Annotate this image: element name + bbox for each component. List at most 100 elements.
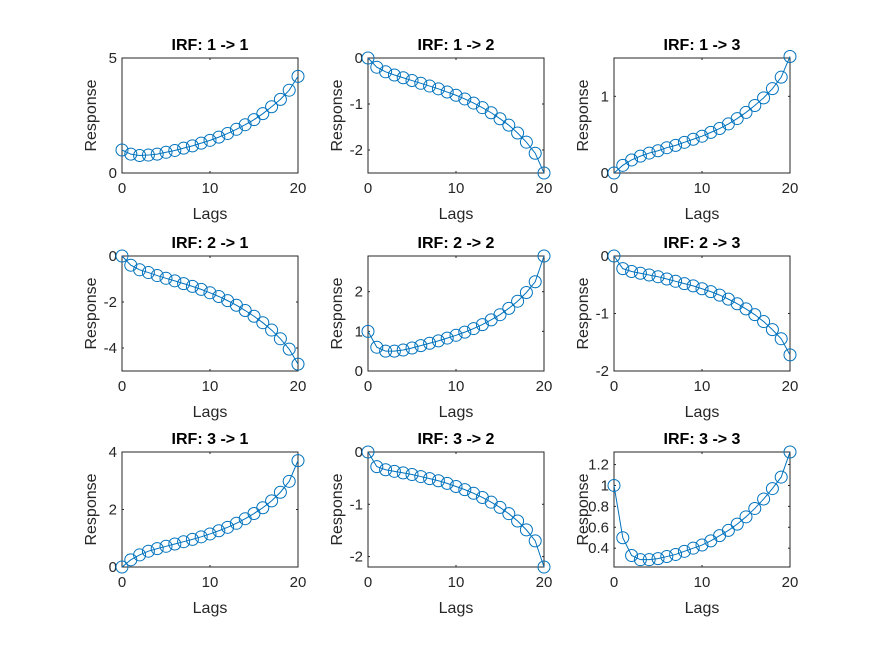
data-point [247, 113, 261, 127]
data-point [396, 71, 410, 85]
data-point [511, 126, 525, 140]
data-point [379, 463, 393, 477]
subplot-title: IRF: 2 -> 1 [172, 235, 249, 252]
y-tick-label: 0 [355, 50, 363, 67]
data-point [282, 83, 296, 97]
data-point [423, 336, 437, 350]
data-point [194, 530, 208, 544]
data-point [616, 262, 630, 276]
y-axis-label: Response [329, 277, 346, 349]
y-tick-label: 0 [109, 559, 117, 576]
x-axis-label: Lags [685, 206, 720, 223]
x-tick-label: 10 [448, 378, 465, 395]
data-point [431, 82, 445, 96]
data-point [185, 532, 199, 546]
data-point [765, 482, 779, 496]
data-point [273, 332, 287, 346]
data-point [414, 76, 428, 90]
x-axis-label: Lags [193, 206, 228, 223]
data-point [221, 520, 235, 534]
data-point [537, 166, 551, 180]
data-point [256, 107, 270, 121]
data-point [159, 145, 173, 159]
data-point [677, 135, 691, 149]
plot-area [367, 451, 545, 568]
data-point [748, 99, 762, 113]
y-axis-label: Response [329, 473, 346, 545]
x-tick-label: 20 [536, 378, 553, 395]
data-point [677, 277, 691, 291]
x-axis-label: Lags [193, 600, 228, 617]
data-point [133, 149, 147, 163]
data-point [783, 49, 797, 63]
x-tick-label: 20 [782, 574, 799, 591]
data-point [150, 147, 164, 161]
x-tick-label: 20 [290, 378, 307, 395]
data-point [739, 510, 753, 524]
data-point [704, 285, 718, 299]
subplot-title: IRF: 3 -> 1 [172, 431, 249, 448]
data-point [511, 294, 525, 308]
data-point [721, 523, 735, 537]
y-axis-label: Response [575, 473, 592, 545]
data-point [686, 279, 700, 293]
x-axis-label: Lags [193, 404, 228, 421]
data-point [660, 141, 674, 155]
data-point [642, 553, 656, 567]
subplot-title: IRF: 1 -> 3 [664, 37, 741, 54]
data-point [695, 282, 709, 296]
subplot-9: 0 10 20 0.4 0.6 0.8 1 1.2 IRF: 3 -> 3 Lags Respons… [575, 431, 798, 617]
data-point [783, 348, 797, 362]
data-point [177, 277, 191, 291]
data-point [519, 285, 533, 299]
subplot-8: 0 10 20 -2 -1 0 IRF: 3 -> 2 Lags Response [329, 431, 552, 617]
y-tick-label: 2 [109, 502, 117, 519]
data-point [265, 323, 279, 337]
data-point [414, 470, 428, 484]
data-point [396, 466, 410, 480]
data-point [150, 542, 164, 556]
subplot-title: IRF: 1 -> 2 [418, 37, 495, 54]
data-point [774, 470, 788, 484]
data-point [757, 492, 771, 506]
data-point [282, 342, 296, 356]
data-point [651, 270, 665, 284]
data-point [361, 51, 375, 65]
data-point [458, 92, 472, 106]
data-point [765, 82, 779, 96]
data-point [440, 331, 454, 345]
data-point [704, 125, 718, 139]
y-tick-label: -2 [350, 142, 363, 159]
data-point [291, 69, 305, 83]
data-point [423, 79, 437, 93]
data-point [124, 147, 138, 161]
data-point [774, 70, 788, 84]
data-point [396, 343, 410, 357]
data-point [212, 524, 226, 538]
x-tick-label: 0 [364, 378, 372, 395]
data-point [642, 268, 656, 282]
data-point [528, 534, 542, 548]
subplot-title: IRF: 1 -> 1 [172, 37, 249, 54]
data-point [370, 340, 384, 354]
data-point [502, 507, 516, 521]
data-point [387, 344, 401, 358]
data-point [651, 144, 665, 158]
data-point [150, 269, 164, 283]
data-point [431, 334, 445, 348]
y-tick-label: -2 [596, 363, 609, 380]
y-tick-label: 0.8 [588, 498, 609, 515]
data-point [370, 460, 384, 474]
y-tick-label: 0.4 [588, 540, 609, 557]
data-point [379, 65, 393, 79]
y-tick-label: 2 [355, 284, 363, 301]
data-point [387, 68, 401, 82]
y-tick-label: 0 [355, 444, 363, 461]
data-point [405, 467, 419, 481]
data-point [168, 274, 182, 288]
subplot-5: 0 10 20 0 1 2 IRF: 2 -> 2 Lags Response [329, 235, 552, 421]
data-point [757, 91, 771, 105]
x-tick-label: 10 [202, 180, 219, 197]
y-tick-label: 0 [109, 248, 117, 265]
data-point [229, 516, 243, 530]
